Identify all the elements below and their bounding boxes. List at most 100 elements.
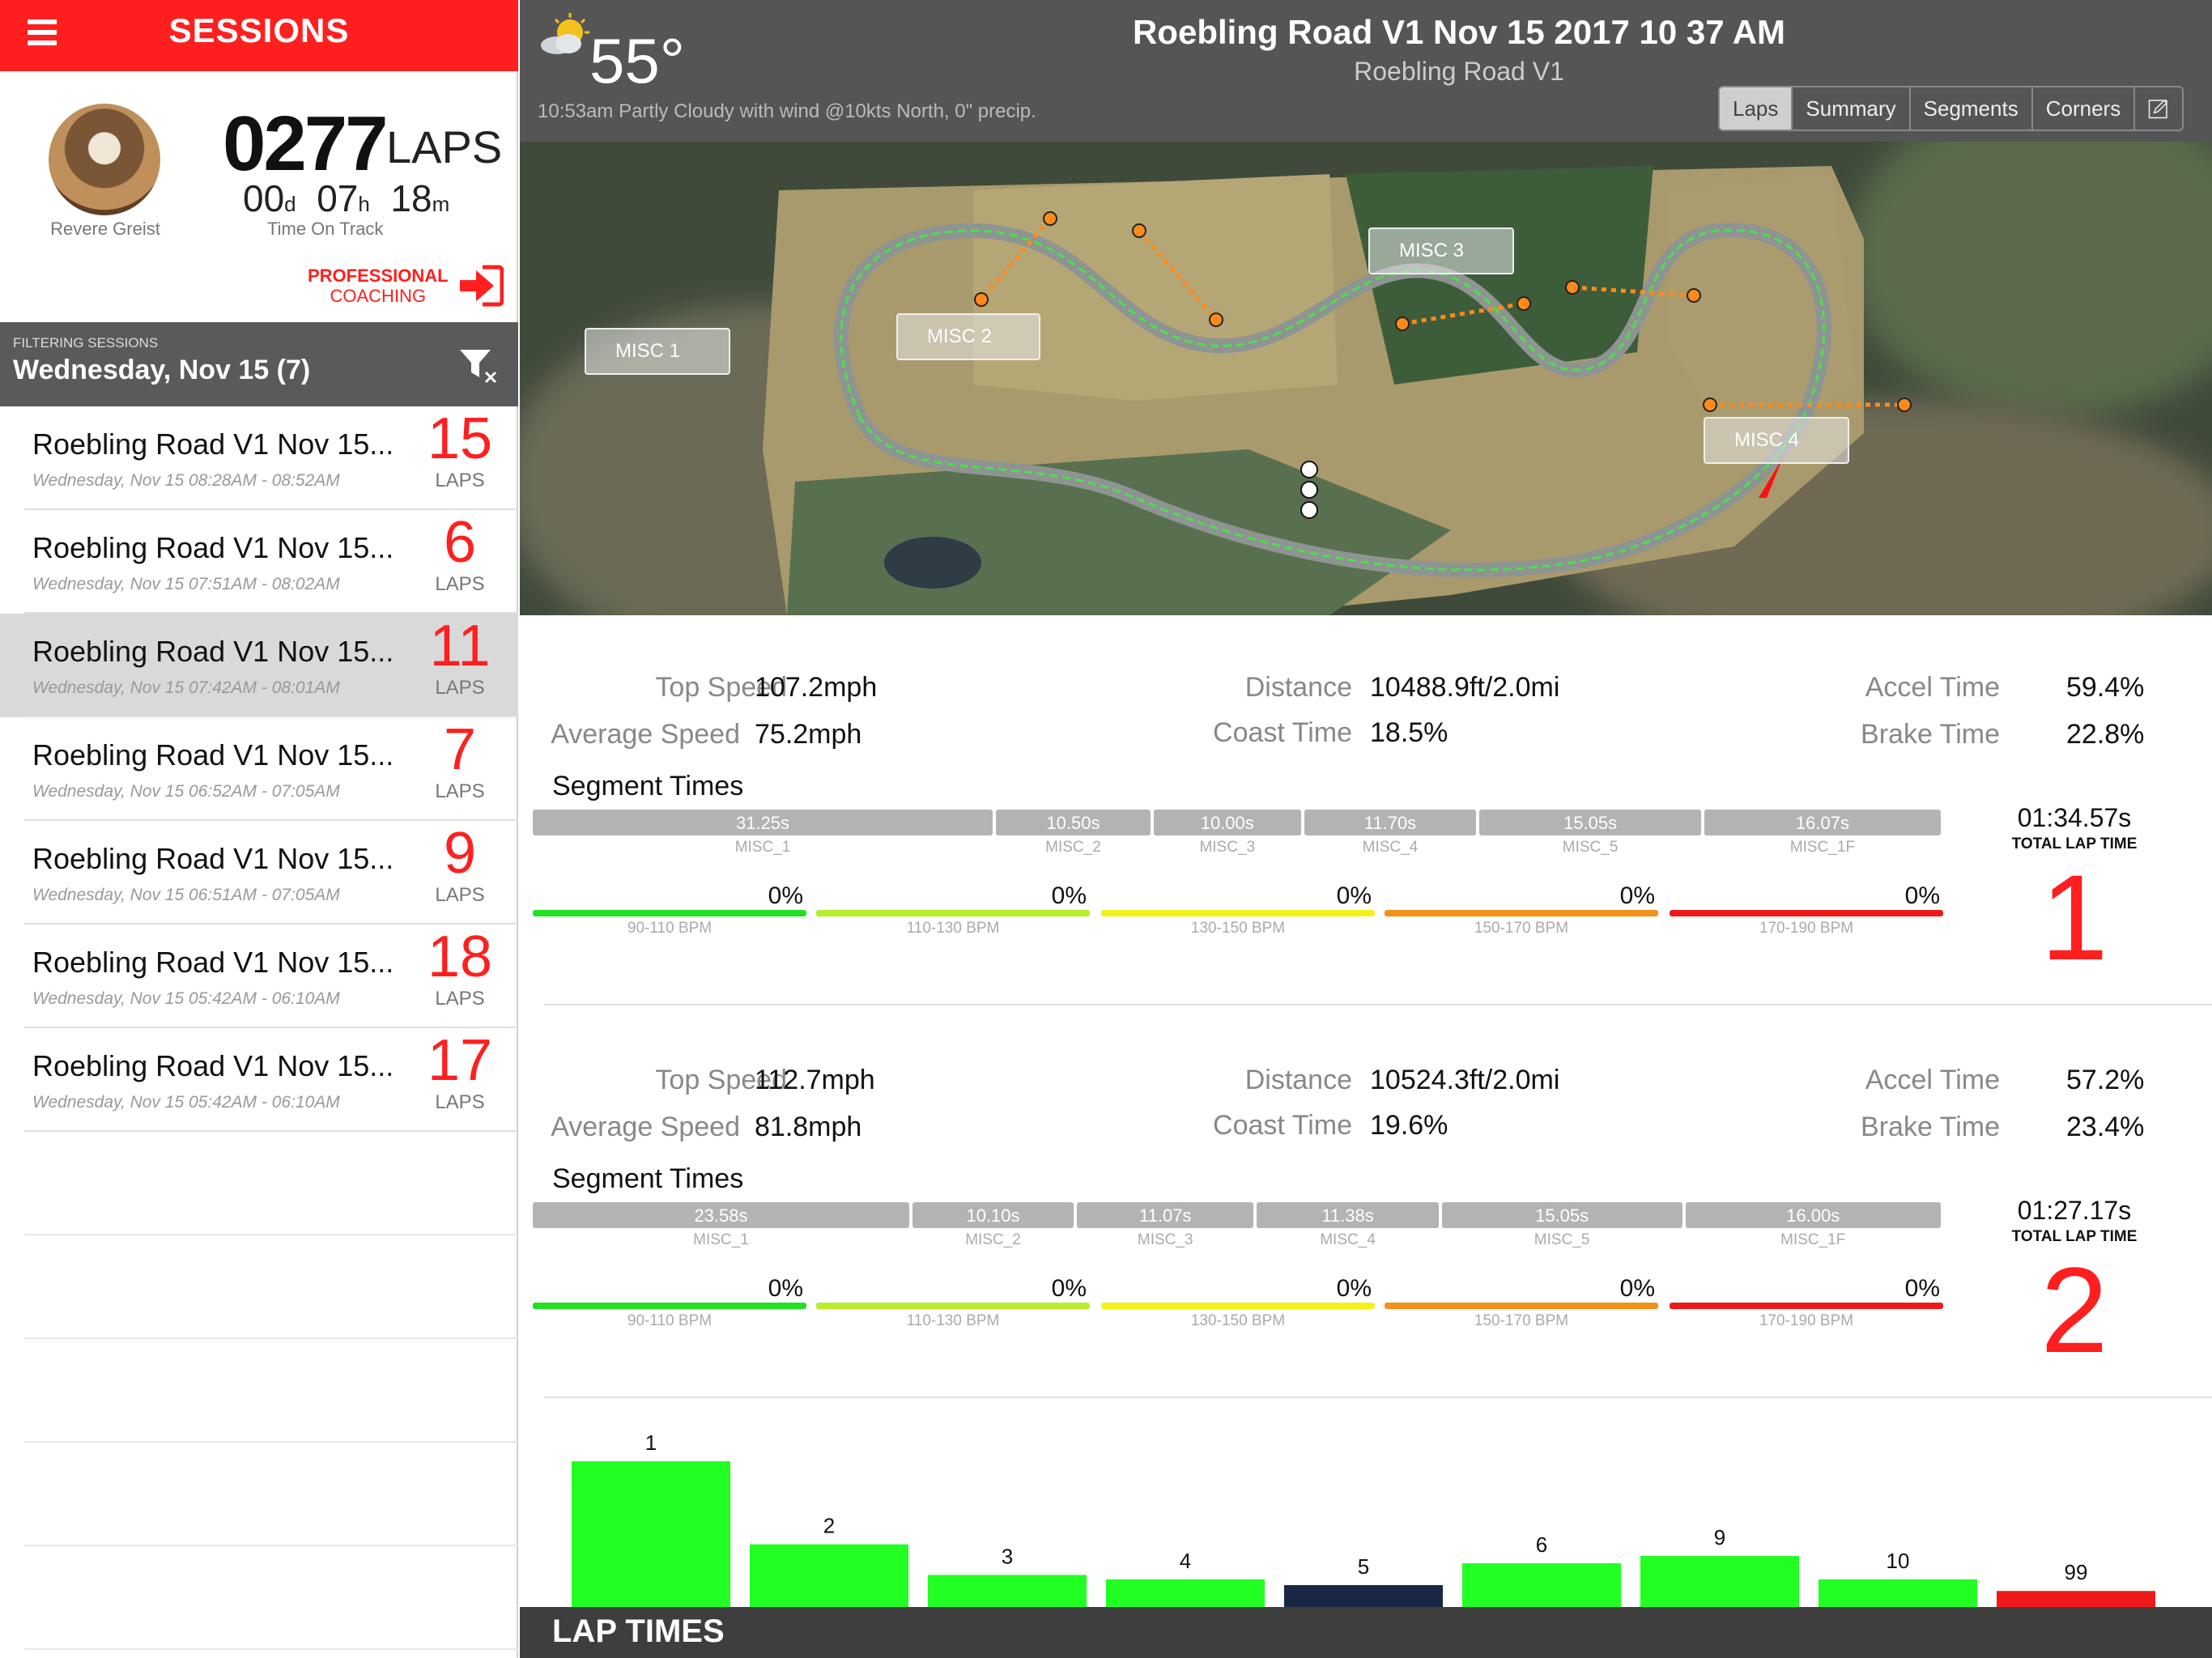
session-laps: 18 — [427, 925, 493, 989]
hamburger-menu-icon[interactable] — [28, 19, 57, 49]
session-date: Wednesday, Nov 15 05:42AM - 06:10AM — [32, 989, 340, 1008]
accel-time-value: 59.4% — [2066, 672, 2145, 703]
session-laps-unit: LAPS — [435, 884, 485, 906]
session-laps-unit: LAPS — [435, 780, 485, 802]
session-item[interactable]: Roebling Road V1 Nov 15... Wednesday, No… — [0, 510, 518, 614]
session-date: Wednesday, Nov 15 06:51AM - 07:05AM — [32, 886, 340, 904]
empty-row — [0, 1443, 518, 1546]
row-divider — [24, 1441, 518, 1443]
session-item[interactable]: Roebling Road V1 Nov 15... Wednesday, No… — [0, 925, 518, 1028]
row-divider — [24, 1027, 518, 1028]
segment-time-bar[interactable]: 10.00s — [1153, 810, 1301, 835]
heart-rate-zone-bar — [1101, 910, 1375, 916]
accel-time-label: Accel Time — [1865, 1065, 2000, 1095]
session-title-heading: Roebling Road V1 Nov 15 2017 10 37 AM — [1132, 13, 1786, 51]
segment-time-bar[interactable]: 10.10s — [912, 1202, 1074, 1228]
heart-rate-zone-label: 90-110 BPM — [627, 920, 713, 937]
brake-time-value: 22.8% — [2066, 719, 2145, 750]
session-item-selected[interactable]: Roebling Road V1 Nov 15... Wednesday, No… — [0, 614, 518, 717]
lap-time-bar[interactable] — [750, 1544, 908, 1607]
segment-time-bar[interactable]: 15.05s — [1441, 1202, 1682, 1228]
segment-times-title: Segment Times — [552, 771, 744, 801]
tab-summary[interactable]: Summary — [1793, 87, 1911, 130]
tab-segments[interactable]: Segments — [1911, 87, 2033, 130]
professional-coaching-link[interactable]: PROFESSIONAL COACHING — [308, 266, 449, 307]
lap-time-bar[interactable] — [1106, 1579, 1265, 1607]
lap-times-footer[interactable]: LAP TIMES — [520, 1607, 2212, 1658]
segment-name: MISC_3 — [1137, 1231, 1193, 1248]
tab-laps[interactable]: Laps — [1720, 87, 1793, 130]
session-laps: 15 — [427, 406, 493, 471]
heart-rate-zone-bar — [1101, 1303, 1375, 1309]
session-item[interactable]: Roebling Road V1 Nov 15... Wednesday, No… — [0, 406, 518, 510]
pencil-icon — [2148, 99, 2168, 119]
lap-card[interactable]: Top Speed 107.2mph Average Speed 75.2mph… — [520, 615, 2212, 1008]
heart-rate-zone-percent: 0% — [768, 882, 803, 909]
distance-label: Distance — [1244, 672, 1352, 703]
segment-label-misc-3[interactable]: MISC 3 — [1368, 227, 1514, 274]
tot-days-unit: d — [284, 192, 296, 216]
segment-time-bar[interactable]: 11.38s — [1257, 1202, 1439, 1228]
lap-card[interactable]: Top Speed 112.7mph Average Speed 81.8mph… — [520, 1008, 2212, 1401]
lap-time-bar[interactable] — [572, 1461, 730, 1607]
lap-time-bar[interactable] — [1284, 1585, 1443, 1607]
heart-rate-zone-percent: 0% — [1336, 882, 1372, 909]
heart-rate-zone-label: 130-150 BPM — [1190, 920, 1286, 937]
view-tabs: Laps Summary Segments Corners — [1718, 86, 2184, 131]
session-title: Roebling Road V1 Nov 15... — [32, 427, 394, 461]
segment-time-bar[interactable]: 31.25s — [533, 810, 993, 835]
segment-time-bar[interactable]: 16.07s — [1704, 810, 1941, 835]
segment-time-bar[interactable]: 15.05s — [1479, 810, 1701, 835]
tab-corners[interactable]: Corners — [2033, 87, 2136, 130]
segment-times-title: Segment Times — [552, 1163, 744, 1194]
heart-rate-zone-percent: 0% — [1051, 1275, 1087, 1302]
heart-rate-zone-bar — [816, 1303, 1090, 1309]
sign-in-arrow-icon[interactable] — [458, 264, 504, 308]
segment-name: MISC_1F — [1780, 1231, 1846, 1248]
lap-time-bar[interactable] — [1997, 1591, 2155, 1607]
session-laps-unit: LAPS — [435, 573, 485, 595]
segment-label-misc-4[interactable]: MISC 4 — [1704, 417, 1849, 464]
segment-time-bar[interactable]: 23.58s — [533, 1202, 909, 1228]
weather-description: 10:53am Partly Cloudy with wind @10kts N… — [538, 100, 1036, 122]
tot-minutes-unit: m — [432, 192, 450, 216]
card-divider — [544, 1397, 2212, 1398]
segment-time-bar[interactable]: 11.70s — [1304, 810, 1477, 835]
satellite-track-image — [520, 142, 2212, 615]
lap-time-bar[interactable] — [1462, 1563, 1621, 1607]
lap-time-bar-label: 3 — [1002, 1544, 1013, 1568]
segment-time-bar[interactable]: 11.07s — [1077, 1202, 1254, 1228]
empty-row — [0, 1339, 518, 1443]
track-map[interactable]: MISC 1 MISC 2 MISC 3 MISC 4 — [520, 142, 2212, 615]
lap-time-bar[interactable] — [1819, 1579, 1977, 1607]
session-track-name: Roebling Road V1 — [1354, 57, 1564, 86]
heart-rate-zone-bar — [1670, 1303, 1943, 1309]
profile-name: Revere Greist — [50, 219, 160, 239]
time-on-track-label: Time On Track — [267, 219, 384, 239]
clear-filter-icon[interactable] — [458, 345, 499, 385]
segment-label-misc-2[interactable]: MISC 2 — [896, 313, 1040, 360]
session-date: Wednesday, Nov 15 08:28AM - 08:52AM — [32, 471, 340, 490]
session-laps-unit: LAPS — [435, 470, 485, 491]
session-item[interactable]: Roebling Road V1 Nov 15... Wednesday, No… — [0, 717, 518, 821]
avatar[interactable] — [49, 104, 160, 215]
lap-time-bar-label: 6 — [1536, 1533, 1547, 1557]
time-on-track-value: 00d 07h 18m — [243, 176, 502, 220]
session-laps-unit: LAPS — [435, 677, 485, 699]
segment-time-bar[interactable]: 16.00s — [1685, 1202, 1941, 1228]
edit-icon[interactable] — [2135, 87, 2182, 130]
total-laps-unit: LAPS — [386, 121, 503, 172]
segment-name: MISC_1 — [734, 839, 791, 856]
filter-bar[interactable]: FILTERING SESSIONS Wednesday, Nov 15 (7) — [0, 322, 518, 406]
lap-time-bar[interactable] — [928, 1575, 1087, 1607]
session-item[interactable]: Roebling Road V1 Nov 15... Wednesday, No… — [0, 1028, 518, 1132]
segment-label-misc-1[interactable]: MISC 1 — [585, 328, 730, 375]
total-lap-time-label: TOTAL LAP TIME — [2011, 1228, 2138, 1245]
lap-time-bar[interactable] — [1640, 1556, 1799, 1607]
segment-time-bar[interactable]: 10.50s — [996, 810, 1151, 835]
row-divider — [24, 1130, 518, 1132]
segment-name: MISC_5 — [1562, 839, 1619, 856]
top-speed-value: 112.7mph — [755, 1065, 875, 1095]
segment-name: MISC_3 — [1199, 839, 1256, 856]
session-item[interactable]: Roebling Road V1 Nov 15... Wednesday, No… — [0, 821, 518, 925]
